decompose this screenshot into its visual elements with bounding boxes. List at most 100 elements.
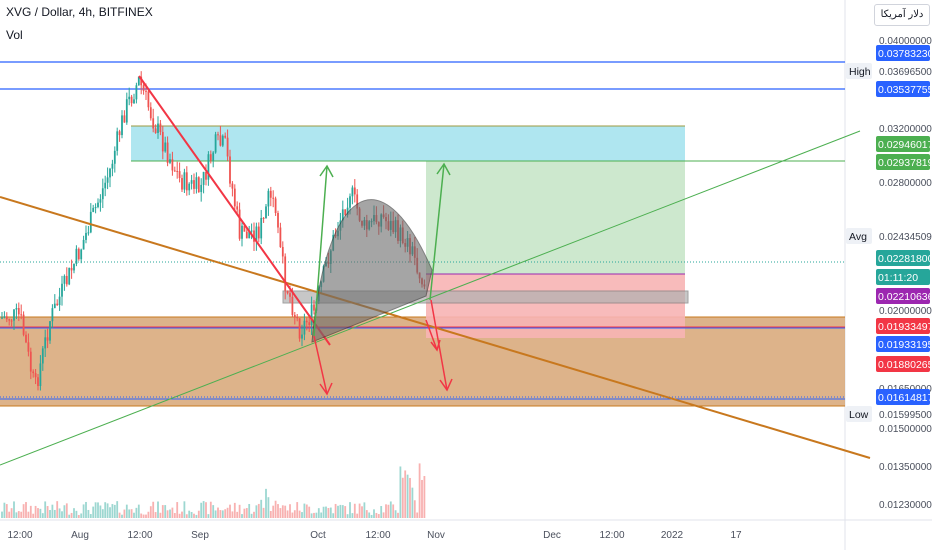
- candle-body: [63, 275, 66, 284]
- volume-bar: [363, 502, 366, 518]
- volume-bar: [349, 502, 351, 518]
- volume-bar: [202, 501, 205, 518]
- price-badge: 0.02210636: [876, 288, 932, 304]
- candle-body: [161, 131, 164, 152]
- candle-body: [152, 118, 155, 129]
- candle-body: [77, 248, 80, 260]
- candle-body: [231, 183, 234, 189]
- candle-body: [135, 85, 138, 100]
- candle-body: [37, 377, 39, 387]
- volume-bar: [94, 502, 97, 518]
- volume-bar: [361, 506, 363, 518]
- volume-bar: [238, 504, 241, 518]
- volume-bar: [353, 503, 356, 518]
- volume-bar: [401, 477, 404, 518]
- candle-body: [291, 296, 294, 315]
- volume-bar: [269, 511, 272, 518]
- volume-bar: [205, 502, 207, 518]
- volume-bar: [56, 501, 59, 518]
- volume-bar: [226, 507, 229, 518]
- volume-bar: [185, 514, 188, 518]
- volume-bar: [15, 512, 18, 518]
- volume-bar: [121, 514, 123, 518]
- volume-bar: [1, 511, 3, 518]
- candle-body: [137, 76, 140, 86]
- volume-bar: [92, 506, 95, 518]
- volume-bar: [421, 479, 423, 518]
- price-badge: 0.02937819: [876, 154, 932, 170]
- candle-body: [221, 135, 224, 146]
- volume-bar: [149, 506, 152, 518]
- x-tick-label: Dec: [543, 530, 561, 541]
- candle-body: [22, 314, 25, 335]
- volume-bar: [41, 513, 44, 518]
- candle-body: [89, 211, 92, 233]
- volume-bar: [279, 508, 282, 518]
- volume-bar: [382, 512, 385, 518]
- candle-body: [44, 337, 47, 349]
- volume-bar: [418, 463, 421, 518]
- volume-bar: [142, 514, 145, 518]
- candle-body: [260, 217, 263, 239]
- volume-bar: [101, 509, 104, 518]
- volume-bar: [310, 513, 313, 518]
- volume-bar: [404, 470, 407, 518]
- candle-body: [15, 308, 18, 310]
- volume-bar: [303, 503, 306, 518]
- volume-bar: [397, 512, 399, 518]
- x-tick-label: 17: [730, 530, 742, 541]
- volume-bar: [176, 502, 179, 518]
- candle-body: [169, 159, 171, 163]
- y-tick-label: 0.01500000: [879, 424, 932, 435]
- volume-bar: [351, 513, 354, 518]
- candle-body: [181, 178, 183, 190]
- currency-button[interactable]: دلار آمریکا: [874, 4, 930, 26]
- volume-bar: [82, 504, 85, 518]
- candle-body: [308, 322, 311, 326]
- volume-bar: [53, 509, 56, 518]
- candle-body: [5, 316, 8, 320]
- volume-bar: [147, 511, 150, 518]
- volume-bar: [87, 509, 90, 518]
- candle-body: [34, 373, 37, 378]
- candle-body: [267, 190, 270, 207]
- volume-bar: [109, 507, 111, 518]
- volume-bar: [77, 514, 80, 518]
- volume-bar: [166, 510, 169, 518]
- volume-bar: [325, 506, 327, 518]
- candle-body: [298, 318, 301, 339]
- volume-bar: [3, 502, 6, 518]
- volume-bar: [320, 512, 323, 518]
- candle-body: [113, 150, 116, 164]
- volume-bar: [341, 505, 344, 518]
- volume-bar: [8, 511, 11, 518]
- volume-bar: [161, 505, 164, 518]
- price-badge: 0.01614817: [876, 389, 932, 405]
- candle-body: [13, 309, 15, 321]
- volume-bar: [190, 511, 193, 518]
- svg-text:Avg: Avg: [849, 231, 867, 243]
- candle-body: [39, 363, 42, 387]
- candle-body: [10, 320, 13, 322]
- volume-bar: [257, 503, 260, 518]
- volume-bar: [200, 502, 203, 518]
- candle-body: [245, 231, 248, 239]
- volume-bar: [377, 514, 380, 518]
- candle-body: [32, 371, 35, 374]
- candle-body: [269, 190, 272, 198]
- candle-body: [123, 115, 126, 123]
- volume-bar: [128, 509, 131, 518]
- candle-body: [104, 182, 107, 189]
- volume-bar: [29, 505, 32, 518]
- candle-body: [205, 171, 207, 180]
- volume-bar: [99, 505, 102, 518]
- volume-bar: [399, 466, 402, 518]
- volume-bar: [250, 513, 253, 518]
- y-tick-label: 0.04000000: [879, 36, 932, 47]
- volume-bar: [260, 499, 263, 518]
- volume-bar: [133, 512, 135, 518]
- volume-bar: [214, 510, 217, 518]
- volume-bar: [75, 510, 78, 518]
- volume-bar: [289, 504, 291, 518]
